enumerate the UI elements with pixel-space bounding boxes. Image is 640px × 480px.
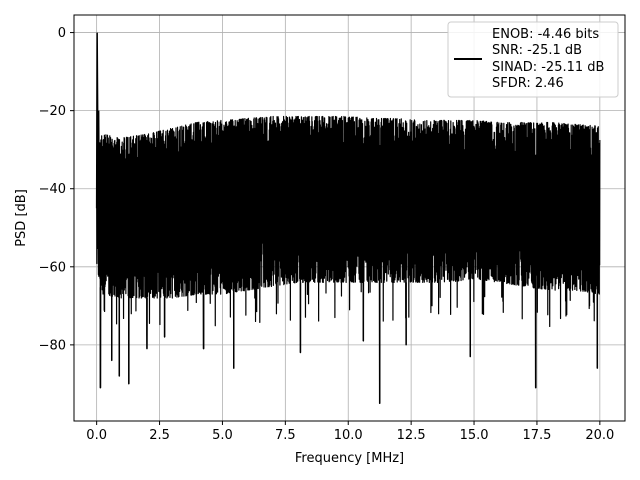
x-axis-label: Frequency [MHz] xyxy=(295,451,404,466)
legend-sfdr: SFDR: 2.46 xyxy=(492,76,564,91)
legend-snr: SNR: -25.1 dB xyxy=(492,43,582,58)
psd-trace xyxy=(96,115,601,405)
x-axis-ticks: 0.0 2.5 5.0 7.5 10.0 12.5 15.0 17.5 20.0 xyxy=(86,421,614,443)
x-tick-label: 10.0 xyxy=(334,428,363,443)
x-tick-label: 12.5 xyxy=(397,428,426,443)
x-tick-label: 15.0 xyxy=(460,428,489,443)
legend-sinad: SINAD: -25.11 dB xyxy=(492,60,604,75)
x-tick-label: 0.0 xyxy=(86,428,107,443)
x-tick-label: 5.0 xyxy=(212,428,233,443)
y-tick-label: −80 xyxy=(39,338,66,353)
y-axis-label: PSD [dB] xyxy=(14,189,29,247)
legend-box xyxy=(447,21,619,98)
y-tick-label: −40 xyxy=(39,182,66,197)
series-line xyxy=(95,32,601,405)
plot-area-frame xyxy=(73,14,626,422)
legend: ENOB: -4.46 bits SNR: -25.1 dB SINAD: -2… xyxy=(447,21,619,98)
y-tick-label: −60 xyxy=(39,260,66,275)
x-tick-label: 17.5 xyxy=(522,428,551,443)
dc-peak xyxy=(95,32,101,267)
legend-enob: ENOB: -4.46 bits xyxy=(492,27,599,42)
y-tick-label: −20 xyxy=(39,104,66,119)
x-tick-label: 20.0 xyxy=(585,428,614,443)
y-axis-ticks: 0 −20 −40 −60 −80 xyxy=(39,26,74,353)
x-tick-label: 7.5 xyxy=(275,428,296,443)
x-tick-label: 2.5 xyxy=(149,428,170,443)
y-tick-label: 0 xyxy=(58,26,66,41)
